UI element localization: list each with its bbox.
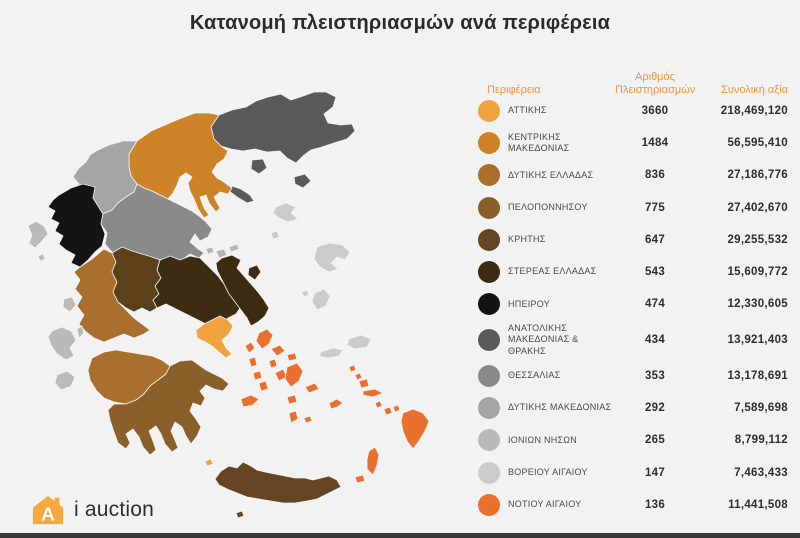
map-region-attikis [195,315,234,467]
total-value: 7,589,698 [734,402,788,415]
map-region-peloponnisou [107,359,230,456]
table-row: ΠΕΛΟΠΟΝΝΗΣΟΥ 775 27,402,670 [478,194,788,222]
brand-logo: A i auction [30,493,154,527]
map-region-ionion-nison [27,220,85,391]
region-color-dot [478,132,500,155]
region-label: ΗΠΕΙΡΟΥ [508,298,550,309]
table-row: ΚΡΗΤΗΣ 647 29,255,532 [478,226,788,254]
bottom-bar [0,533,800,538]
table-row: ΑΝΑΤΟΛΙΚΗΣ ΜΑΚΕΔΟΝΙΑΣ & ΘΡΑΚΗΣ 434 13,92… [478,323,788,358]
region-label: ΔΥΤΙΚΗΣ ΕΛΛΑΔΑΣ [508,169,594,180]
table-row: ΙΟΝΙΩΝ ΝΗΣΩΝ 265 8,799,112 [478,426,788,454]
region-label: ΚΡΗΤΗΣ [508,234,546,245]
total-value: 8,799,112 [734,434,788,447]
region-color-dot [478,429,500,452]
auction-count: 3660 [641,105,669,117]
auction-count: 147 [644,466,666,479]
table-row: ΘΕΣΣΑΛΙΑΣ 353 13,178,691 [478,362,788,390]
region-label: ΑΤΤΙΚΗΣ [508,105,547,116]
header-total-value: Συνολική αξία [721,84,788,97]
region-color-dot [478,461,500,484]
table-row: ΝΟΤΙΟΥ ΑΙΓΑΙΟΥ 136 11,441,508 [478,491,788,519]
auction-count: 647 [644,233,666,246]
auction-count: 775 [644,201,666,214]
svg-text:A: A [41,504,55,525]
region-label: ΑΝΑΤΟΛΙΚΗΣ ΜΑΚΕΔΟΝΙΑΣ & ΘΡΑΚΗΣ [508,322,579,357]
total-value: 13,178,691 [727,369,788,382]
region-color-dot [478,196,500,219]
table-row: ΚΕΝΤΡΙΚΗΣ ΜΑΚΕΔΟΝΙΑΣ 1484 56,595,410 [478,129,788,157]
auction-count: 543 [644,266,666,279]
auction-count: 836 [644,169,666,182]
total-value: 27,402,670 [727,201,788,214]
auction-count: 434 [644,334,666,347]
auction-count: 353 [644,369,666,382]
region-color-dot [478,261,500,284]
map-region-dytikis-elladas [73,248,171,405]
total-value: 218,469,120 [720,105,788,117]
region-color-dot [478,397,500,420]
region-label: ΝΟΤΙΟΥ ΑΙΓΑΙΟΥ [508,499,582,510]
header-region: Περιφέρεια [487,84,541,97]
region-color-dot [478,164,500,187]
total-value: 56,595,410 [727,137,788,150]
auction-count: 265 [644,434,666,447]
region-label: ΔΥΤΙΚΗΣ ΜΑΚΕΔΟΝΙΑΣ [508,402,612,413]
auction-count: 292 [644,402,666,415]
map-region-kritis [214,461,342,519]
region-label: ΣΤΕΡΕΑΣ ΕΛΛΑΔΑΣ [508,266,597,277]
table-row: ΑΤΤΙΚΗΣ 3660 218,469,120 [478,97,788,125]
table-row: ΒΟΡΕΙΟΥ ΑΙΓΑΙΟΥ 147 7,463,433 [478,459,788,487]
table-row: ΣΤΕΡΕΑΣ ΕΛΛΑΔΑΣ 543 15,609,772 [478,258,788,286]
auction-count: 1484 [641,137,669,150]
map-region-voreiou-aigaiou [270,202,372,359]
region-color-dot [478,100,500,122]
map-islands-sporades [205,243,240,259]
region-label: ΘΕΣΣΑΛΙΑΣ [508,370,561,381]
table-header: Περιφέρεια Αριθμός Πλειστηριασμών Συνολι… [478,62,788,98]
region-label: ΠΕΛΟΠΟΝΝΗΣΟΥ [508,201,588,212]
region-label: ΙΟΝΙΩΝ ΝΗΣΩΝ [508,434,578,445]
table-row: ΗΠΕΙΡΟΥ 474 12,330,605 [478,290,788,318]
auction-count: 474 [644,298,666,311]
region-label: ΒΟΡΕΙΟΥ ΑΙΓΑΙΟΥ [508,466,588,477]
region-color-dot [478,493,500,516]
region-color-dot [478,329,500,352]
total-value: 15,609,772 [727,266,788,279]
region-color-dot [478,293,500,316]
auction-count: 136 [644,498,666,511]
map-region-anatolikis-makedonias-thrakis [210,91,356,204]
table-row: ΔΥΤΙΚΗΣ ΜΑΚΕΔΟΝΙΑΣ 292 7,589,698 [478,394,788,422]
header-auction-count: Αριθμός Πλειστηριασμών [615,70,696,97]
total-value: 11,441,508 [728,498,788,511]
brand-text: i auction [74,498,155,521]
total-value: 29,255,532 [727,233,788,246]
map-region-stereas-elladas [152,254,270,329]
table-row: ΔΥΤΙΚΗΣ ΕΛΛΑΔΑΣ 836 27,186,776 [478,161,788,189]
greece-map [27,91,430,519]
house-icon: A [32,495,64,525]
page-title: Κατανομή πλειστηριασμών ανά περιφέρεια [189,12,611,34]
total-value: 13,921,403 [727,334,788,347]
total-value: 7,463,433 [734,466,788,479]
total-value: 27,186,776 [727,169,788,182]
map-region-notiou-aigaiou [240,328,430,484]
region-color-dot [478,228,500,251]
legend-table: ΑΤΤΙΚΗΣ 3660 218,469,120 ΚΕΝΤΡΙΚΗΣ ΜΑΚΕΔ… [478,97,788,519]
region-color-dot [478,364,500,387]
region-label: ΚΕΝΤΡΙΚΗΣ ΜΑΚΕΔΟΝΙΑΣ [508,131,570,154]
total-value: 12,330,605 [727,298,788,311]
